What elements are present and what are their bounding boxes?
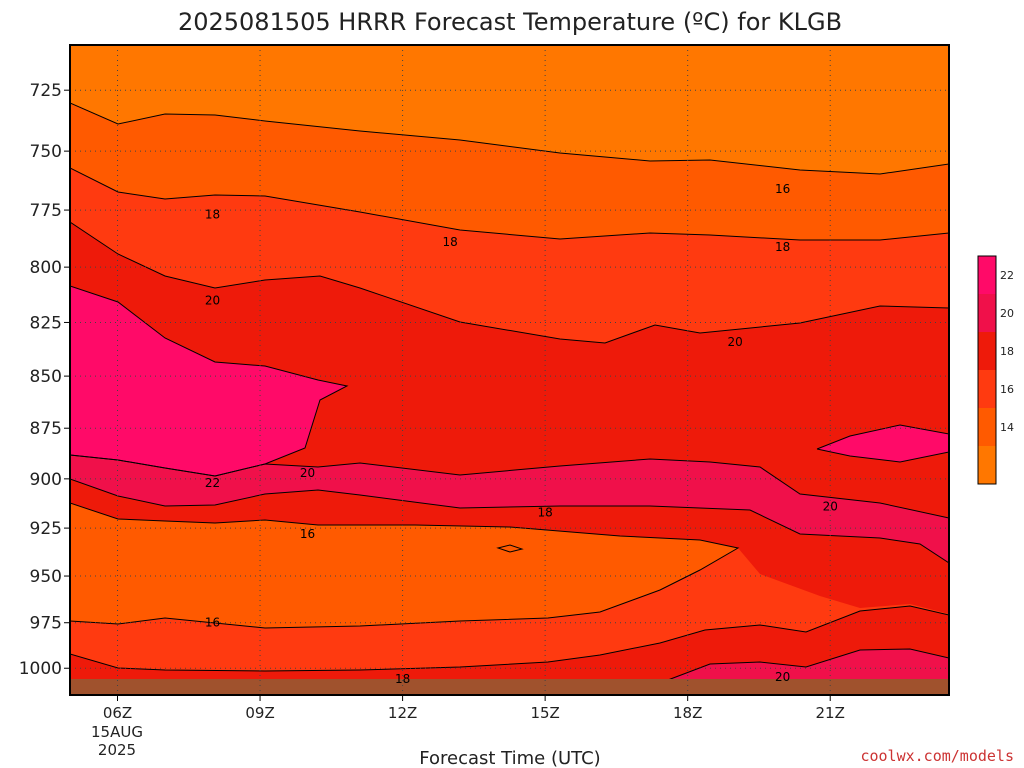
y-axis: 725 750 775 800 825 850 875 900 925 950 975 1000 <box>19 81 70 679</box>
chart-title: 2025081505 HRRR Forecast Temperature (ºC… <box>178 8 842 36</box>
plot-frame <box>69 44 950 696</box>
contour-label: 18 <box>775 240 790 254</box>
contour-label: 16 <box>300 527 315 541</box>
x-tick-label: 06Z <box>103 704 132 722</box>
colorbar-swatch <box>978 332 996 370</box>
colorbar-swatch <box>978 370 996 408</box>
band-20-right <box>817 425 949 462</box>
credit-text: coolwx.com/models <box>860 747 1014 765</box>
contour-label: 20 <box>205 294 220 308</box>
colorbar-label: 22 <box>1000 269 1014 282</box>
date-label-day: 15AUG <box>91 723 143 741</box>
contour-label: 18 <box>395 672 410 686</box>
colorbar-swatch <box>978 294 996 332</box>
x-tick-label: 21Z <box>816 704 845 722</box>
grid-lines <box>70 45 949 695</box>
x-tick-label: 12Z <box>388 704 417 722</box>
ground-strip <box>70 679 949 695</box>
contour-label-layer: 18 18 18 16 20 20 22 20 20 18 16 16 18 20 <box>205 182 838 686</box>
y-tick-label: 950 <box>30 567 62 587</box>
colorbar-label: 14 <box>1000 421 1014 434</box>
colorbar: 22 20 18 16 14 <box>977 255 1014 485</box>
colorbar-label: 20 <box>1000 307 1014 320</box>
y-tick-label: 825 <box>30 313 62 333</box>
contour-label: 18 <box>537 505 552 519</box>
date-label-year: 2025 <box>98 741 136 759</box>
y-tick-label: 800 <box>30 258 62 278</box>
colorbar-frame <box>977 255 997 485</box>
band-20-upper <box>70 286 347 476</box>
contour-label: 22 <box>205 476 220 490</box>
x-tick-label: 18Z <box>673 704 702 722</box>
band-14-lower <box>70 503 738 628</box>
y-tick-label: 725 <box>30 81 62 101</box>
contour-label: 20 <box>300 466 315 480</box>
contour-label: 16 <box>775 182 790 196</box>
contour-label: 18 <box>442 235 457 249</box>
contour-label: 20 <box>728 335 743 349</box>
contour-label: 16 <box>205 616 220 630</box>
y-tick-label: 875 <box>30 419 62 439</box>
colorbar-label: 16 <box>1000 383 1014 396</box>
y-tick-label: 925 <box>30 519 62 539</box>
colorbar-label: 18 <box>1000 345 1014 358</box>
contour-label: 18 <box>205 208 220 222</box>
y-tick-label: 750 <box>30 142 62 162</box>
contour-fill-layer <box>70 45 949 695</box>
colorbar-swatch <box>978 446 996 484</box>
x-tick-label: 15Z <box>530 704 559 722</box>
contour-label: 20 <box>823 500 838 514</box>
colorbar-swatch <box>978 256 996 294</box>
y-tick-label: 900 <box>30 470 62 490</box>
x-tick-label: 09Z <box>245 704 274 722</box>
colorbar-swatch <box>978 408 996 446</box>
contour-label: 20 <box>775 670 790 684</box>
x-axis-title: Forecast Time (UTC) <box>419 748 600 768</box>
x-axis: 06Z 09Z 12Z 15Z 18Z 21Z <box>103 695 845 722</box>
y-tick-label: 850 <box>30 367 62 387</box>
y-tick-label: 775 <box>30 201 62 221</box>
y-tick-label: 1000 <box>19 659 62 679</box>
y-tick-label: 975 <box>30 614 62 634</box>
